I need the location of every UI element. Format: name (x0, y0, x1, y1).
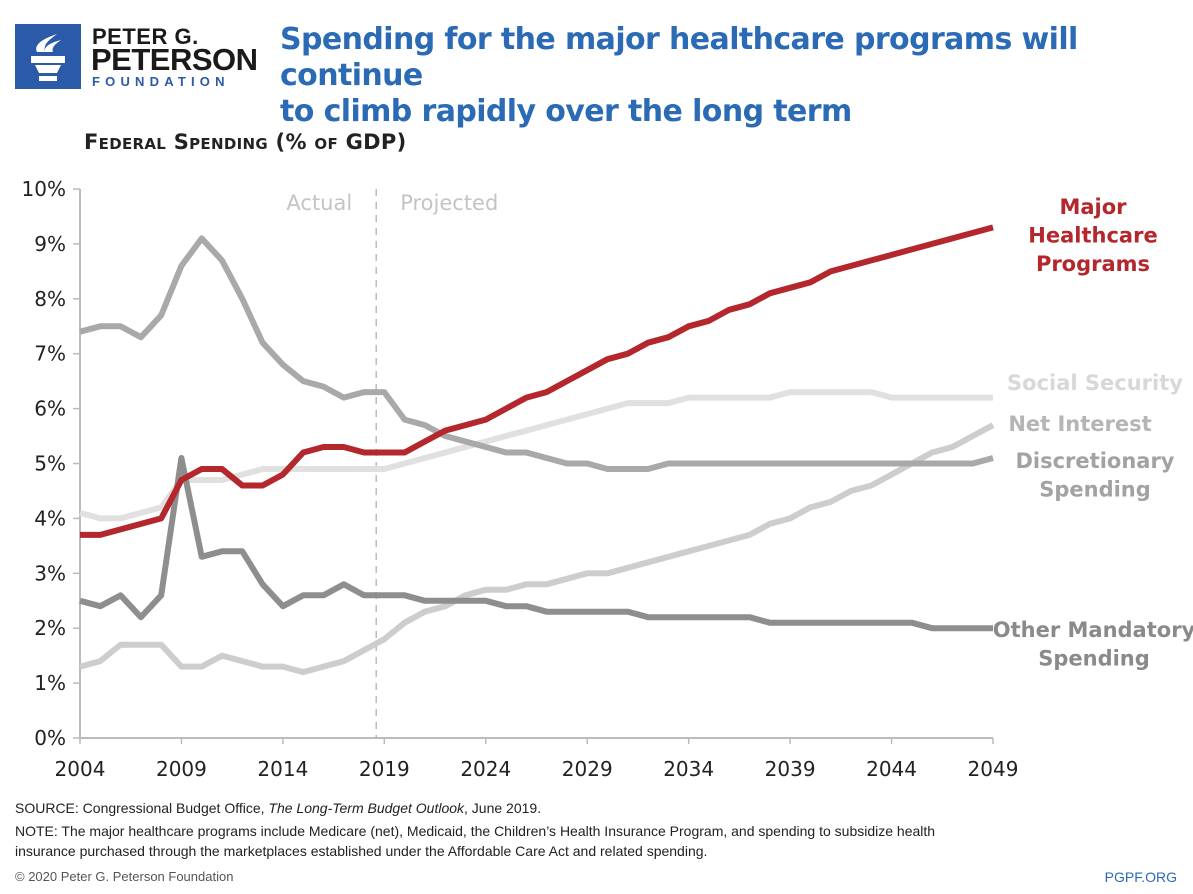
torch-logo-icon (15, 24, 81, 89)
y-tick-label: 9% (34, 232, 66, 256)
series-line-major-healthcare-programs (80, 224, 994, 538)
x-tick-label: 2049 (968, 757, 1019, 781)
x-tick-label: 2009 (156, 757, 207, 781)
x-tick-label: 2019 (359, 757, 410, 781)
y-tick-label: 4% (34, 506, 66, 530)
y-tick-label: 10% (22, 177, 66, 201)
note-line-2: insurance purchased through the marketpl… (15, 843, 708, 859)
y-tick-label: 7% (34, 342, 66, 366)
source-suffix: , June 2019. (464, 800, 542, 816)
series-label: Healthcare (1028, 224, 1157, 248)
series-label: Major (1059, 195, 1127, 219)
actual-label: Actual (286, 191, 352, 215)
series-label: Programs (1036, 252, 1150, 276)
series-line-discretionary-spending (79, 235, 994, 472)
logo-text-line2: PETERSON (91, 42, 258, 77)
series-label: Spending (1038, 647, 1150, 671)
source-note: SOURCE: Congressional Budget Office, The… (15, 800, 541, 816)
website-link[interactable]: PGPF.ORG (1104, 869, 1177, 885)
x-tick-label: 2039 (765, 757, 816, 781)
x-tick-label: 2014 (257, 757, 308, 781)
title-line-1: Spending for the major healthcare progra… (280, 22, 1078, 93)
y-tick-label: 0% (34, 726, 66, 750)
y-tick-label: 6% (34, 397, 66, 421)
title-line-2: to climb rapidly over the long term (280, 94, 852, 129)
series-line-net-interest (79, 422, 995, 676)
series-label: Net Interest (1008, 412, 1151, 436)
series-label: Spending (1039, 478, 1151, 502)
y-tick-label: 1% (34, 671, 66, 695)
copyright: © 2020 Peter G. Peterson Foundation (15, 869, 234, 884)
series-line-other-mandatory-spending (79, 455, 993, 632)
source-prefix: SOURCE: Congressional Budget Office, (15, 800, 269, 816)
note-line-1: NOTE: The major healthcare programs incl… (15, 823, 936, 839)
series-label: Other Mandatory (993, 618, 1193, 642)
y-tick-label: 8% (34, 287, 66, 311)
source-title: The Long-Term Budget Outlook (268, 800, 465, 816)
chart-title: Spending for the major healthcare progra… (280, 22, 1193, 130)
logo-text-line3: FOUNDATION (92, 74, 230, 89)
y-axis-label: Federal Spending (% of GDP) (84, 130, 407, 154)
series-label: Discretionary (1015, 449, 1174, 473)
x-tick-label: 2029 (562, 757, 613, 781)
y-tick-label: 3% (34, 561, 66, 585)
y-tick-label: 2% (34, 616, 66, 640)
logo-text-line1: PETER G. (92, 24, 199, 49)
y-tick-label: 5% (34, 452, 66, 476)
projected-label: Projected (400, 191, 498, 215)
series-label: Social Security (1007, 371, 1183, 395)
x-tick-label: 2024 (460, 757, 511, 781)
x-tick-label: 2004 (55, 757, 106, 781)
x-tick-label: 2044 (866, 757, 917, 781)
x-tick-label: 2034 (663, 757, 714, 781)
